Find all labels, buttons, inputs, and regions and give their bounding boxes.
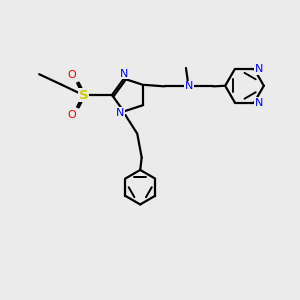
Text: O: O xyxy=(68,110,76,120)
Text: N: N xyxy=(120,69,128,79)
Text: O: O xyxy=(68,70,76,80)
Text: N: N xyxy=(254,64,263,74)
Text: S: S xyxy=(79,88,88,101)
Text: N: N xyxy=(185,81,193,92)
Text: N: N xyxy=(116,108,124,118)
Text: N: N xyxy=(254,98,263,107)
